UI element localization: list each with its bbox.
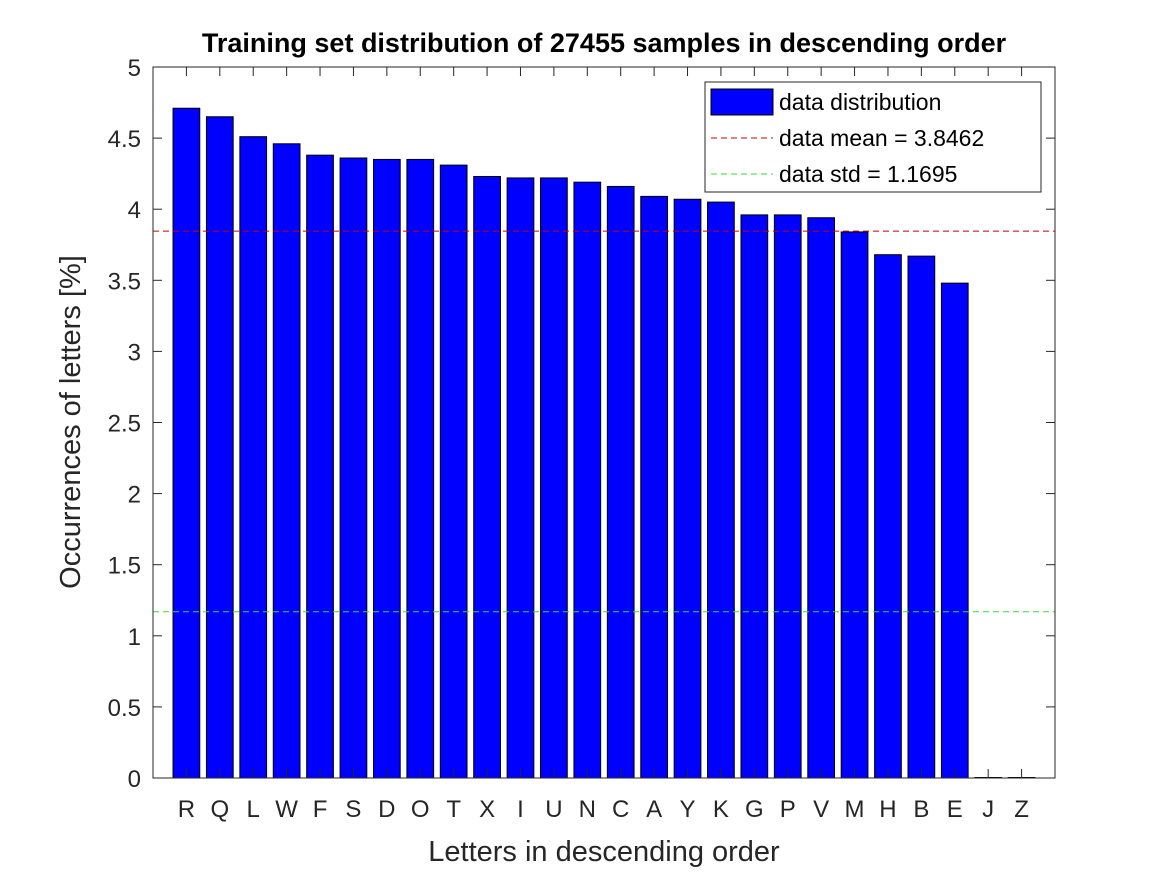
- x-tick-label-G: G: [745, 796, 764, 823]
- bar-D: [372, 158, 401, 779]
- bar-A: [640, 195, 668, 779]
- x-tick-label-S: S: [345, 796, 361, 823]
- x-tick-label-N: N: [579, 796, 596, 823]
- bar-U: [540, 177, 568, 779]
- x-tick-label-U: U: [545, 796, 562, 823]
- bar-N: [573, 181, 602, 779]
- legend-entry-data-mean: data mean = 3.8462: [779, 125, 984, 151]
- bar-V: [807, 217, 836, 779]
- bar-B: [907, 255, 936, 779]
- bar-Y: [673, 198, 702, 779]
- bar-W: [272, 143, 301, 779]
- y-tick-label: 0: [128, 766, 141, 793]
- bar-L: [239, 136, 268, 779]
- x-tick-label-C: C: [612, 796, 629, 823]
- x-tick-label-Q: Q: [210, 796, 229, 823]
- x-tick-label-R: R: [178, 796, 195, 823]
- y-tick-label: 1.5: [108, 553, 141, 580]
- x-tick-label-Z: Z: [1014, 796, 1029, 823]
- x-tick-label-A: A: [646, 796, 662, 823]
- x-tick-label-W: W: [275, 796, 298, 823]
- y-tick-label: 5: [128, 55, 141, 82]
- x-tick-label-O: O: [411, 796, 430, 823]
- x-tick-label-H: H: [879, 796, 896, 823]
- y-tick-label: 3: [128, 339, 141, 366]
- y-axis-label: Occurrences of letters [%]: [55, 255, 87, 589]
- x-tick-label-X: X: [479, 796, 495, 823]
- x-tick-label-M: M: [845, 796, 865, 823]
- x-tick-label-I: I: [517, 796, 524, 823]
- x-tick-label-Y: Y: [680, 796, 696, 823]
- bar-T: [439, 164, 468, 779]
- y-tick-label: 2: [128, 482, 141, 509]
- y-tick-label: 1: [128, 624, 141, 651]
- bar-K: [707, 201, 735, 779]
- y-tick-label: 4.5: [108, 126, 141, 153]
- bar-X: [473, 175, 501, 779]
- legend-entry-data-std: data std = 1.1695: [779, 161, 957, 187]
- chart-title: Training set distribution of 27455 sampl…: [202, 28, 1007, 58]
- bar-Q: [205, 116, 234, 779]
- x-tick-label-B: B: [913, 796, 929, 823]
- bar-R: [172, 107, 201, 779]
- bar-G: [740, 214, 769, 779]
- y-axis-ticks: 0 0.5 1 1.5 2 2.5 3 3.5 4 4.5 5: [108, 55, 1055, 793]
- bars-group: [172, 107, 1036, 779]
- x-axis-label: Letters in descending order: [428, 836, 780, 868]
- bar-C: [606, 185, 635, 779]
- x-tick-label-L: L: [247, 796, 260, 823]
- x-tick-label-D: D: [378, 796, 395, 823]
- bar-H: [874, 254, 902, 779]
- y-tick-label: 2.5: [108, 411, 141, 438]
- y-tick-label: 4: [128, 197, 141, 224]
- x-tick-label-K: K: [713, 796, 729, 823]
- legend-entry-data-distribution: data distribution: [779, 89, 941, 115]
- bar-M: [840, 231, 869, 779]
- bar-S: [339, 157, 368, 779]
- bar-P: [773, 214, 802, 779]
- x-tick-label-E: E: [947, 796, 963, 823]
- y-tick-label: 0.5: [108, 695, 141, 722]
- legend: data distribution data mean = 3.8462 dat…: [704, 81, 1042, 193]
- x-tick-label-F: F: [313, 796, 328, 823]
- y-tick-label: 3.5: [108, 268, 141, 295]
- bar-E: [940, 282, 969, 779]
- x-tick-label-V: V: [813, 796, 829, 823]
- bar-O: [406, 158, 435, 779]
- reference-lines-group: [153, 230, 1055, 613]
- x-tick-label-J: J: [982, 796, 994, 823]
- bar-F: [306, 154, 334, 779]
- x-tick-label-P: P: [780, 796, 796, 823]
- legend-swatch-data-distribution: [710, 88, 774, 116]
- x-tick-label-T: T: [446, 796, 461, 823]
- bar-I: [506, 177, 535, 779]
